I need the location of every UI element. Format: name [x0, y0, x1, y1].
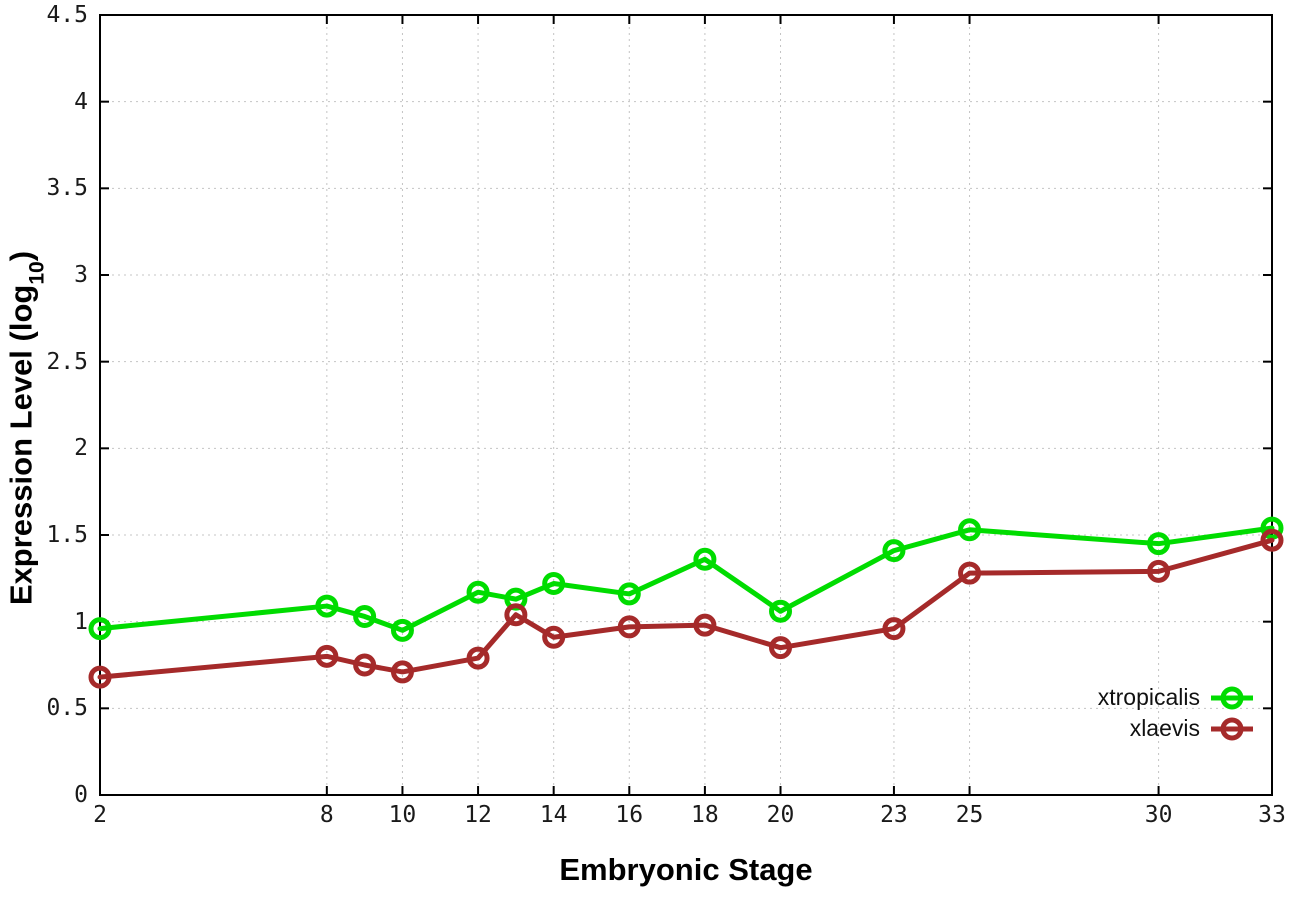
data-point-xtropicalis: [958, 518, 982, 542]
data-point-xtropicalis: [1260, 516, 1284, 540]
y-axis-title: Expression Level (log10): [3, 250, 48, 606]
data-point-xtropicalis: [353, 604, 377, 628]
x-tick-label: 20: [766, 802, 795, 828]
legend-label-xlaevis: xlaevis: [1129, 715, 1200, 741]
legend-marker-xtropicalis: [1211, 686, 1253, 709]
data-point-xtropicalis: [1147, 532, 1171, 556]
data-point-xtropicalis: [542, 572, 566, 596]
legend-entry-xlaevis: xlaevis: [1130, 716, 1255, 741]
y-tick-label: 2.5: [46, 348, 88, 375]
data-point-xlaevis: [769, 636, 793, 660]
data-point-xlaevis: [882, 617, 906, 641]
data-point-xlaevis: [353, 653, 377, 677]
x-tick-label: 18: [691, 802, 719, 828]
legend-marker-xlaevis: [1211, 717, 1253, 740]
x-tick-label: 25: [955, 802, 984, 828]
x-axis-title: Embryonic Stage: [559, 852, 813, 887]
y-axis-title-suffix: ): [3, 250, 39, 262]
data-point-xlaevis: [88, 665, 112, 689]
data-point-xtropicalis: [88, 617, 112, 641]
legend-label-xtropicalis: xtropicalis: [1097, 684, 1200, 710]
data-point-xtropicalis: [769, 599, 793, 623]
data-point-xlaevis: [542, 625, 566, 649]
data-point-xtropicalis: [617, 582, 641, 606]
legend: xtropicalis xlaevis: [1098, 685, 1255, 741]
plot-frame: [99, 14, 1273, 796]
y-tick-label: 3: [74, 262, 88, 288]
y-tick-label: 2: [74, 435, 88, 462]
x-tick-label: 23: [880, 802, 908, 828]
x-tick-label: 8: [319, 802, 334, 828]
data-point-xlaevis: [617, 615, 641, 639]
data-point-xlaevis: [1260, 528, 1284, 552]
legend-entry-xtropicalis: xtropicalis: [1098, 685, 1255, 710]
data-point-xtropicalis: [882, 539, 906, 563]
y-tick-label: 4: [74, 88, 88, 115]
x-tick-label: 14: [539, 802, 568, 828]
x-tick-label: 30: [1144, 802, 1173, 828]
y-axis-title-subscript: 10: [25, 261, 49, 285]
y-tick-label: 0: [74, 782, 88, 808]
series-line-xlaevis: [97, 537, 1275, 680]
data-point-xlaevis: [958, 561, 982, 585]
data-point-xtropicalis: [315, 594, 339, 618]
y-tick-label: 3.5: [46, 175, 88, 202]
x-tick-label: 12: [464, 802, 492, 828]
data-point-xlaevis: [466, 646, 490, 670]
x-tick-label: 2: [93, 802, 107, 828]
y-tick-label: 1.5: [46, 522, 88, 548]
data-point-xtropicalis: [466, 580, 490, 604]
y-tick-label: 0.5: [46, 695, 88, 722]
data-point-xtropicalis: [390, 618, 414, 642]
data-point-xlaevis: [315, 644, 339, 668]
data-point-xtropicalis: [693, 547, 717, 571]
y-tick-label: 4.5: [46, 2, 88, 28]
data-point-xlaevis: [1147, 559, 1171, 583]
x-tick-label: 33: [1258, 802, 1286, 828]
data-point-xlaevis: [693, 613, 717, 637]
x-tick-label: 10: [388, 802, 417, 828]
x-tick-label: 16: [615, 802, 644, 828]
y-tick-label: 1: [74, 608, 88, 635]
data-point-xlaevis: [390, 660, 414, 684]
data-point-xlaevis: [504, 603, 528, 627]
y-axis-title-text: Expression Level (log: [3, 284, 39, 606]
series-line-xtropicalis: [97, 525, 1275, 633]
